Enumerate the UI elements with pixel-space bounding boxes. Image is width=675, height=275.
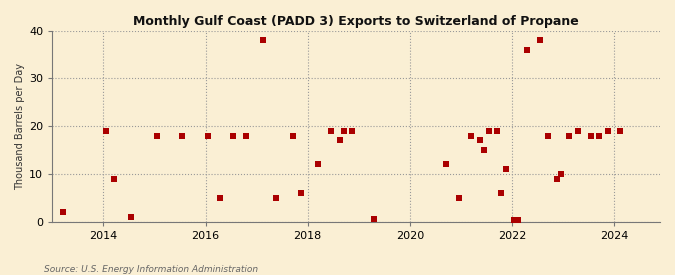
Point: [564, 133, 574, 138]
Point: [215, 196, 226, 200]
Point: [483, 129, 494, 133]
Y-axis label: Thousand Barrels per Day: Thousand Barrels per Day: [15, 63, 25, 190]
Point: [551, 177, 562, 181]
Point: [513, 218, 524, 222]
Point: [368, 217, 379, 222]
Point: [594, 133, 605, 138]
Point: [240, 133, 251, 138]
Point: [556, 172, 566, 176]
Point: [151, 133, 162, 138]
Point: [109, 177, 119, 181]
Point: [454, 196, 464, 200]
Point: [466, 133, 477, 138]
Point: [177, 133, 188, 138]
Point: [615, 129, 626, 133]
Point: [338, 129, 349, 133]
Text: Source: U.S. Energy Information Administration: Source: U.S. Energy Information Administ…: [44, 265, 258, 274]
Point: [202, 133, 213, 138]
Point: [543, 133, 554, 138]
Point: [296, 191, 306, 195]
Point: [347, 129, 358, 133]
Point: [334, 138, 345, 143]
Point: [57, 210, 68, 214]
Point: [325, 129, 336, 133]
Point: [258, 38, 269, 42]
Point: [534, 38, 545, 42]
Point: [126, 215, 136, 219]
Point: [475, 138, 485, 143]
Point: [100, 129, 111, 133]
Point: [496, 191, 507, 195]
Point: [500, 167, 511, 171]
Point: [227, 133, 238, 138]
Point: [479, 148, 489, 152]
Point: [313, 162, 324, 167]
Point: [585, 133, 596, 138]
Point: [441, 162, 452, 167]
Point: [509, 218, 520, 222]
Point: [491, 129, 502, 133]
Point: [602, 129, 613, 133]
Point: [270, 196, 281, 200]
Point: [288, 133, 298, 138]
Point: [521, 48, 532, 52]
Title: Monthly Gulf Coast (PADD 3) Exports to Switzerland of Propane: Monthly Gulf Coast (PADD 3) Exports to S…: [133, 15, 579, 28]
Point: [572, 129, 583, 133]
